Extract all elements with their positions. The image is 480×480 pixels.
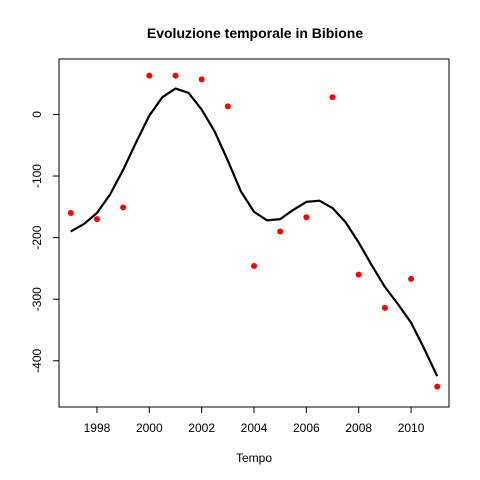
data-point: [277, 228, 284, 235]
data-point: [198, 76, 205, 83]
data-point: [381, 304, 388, 311]
data-point: [93, 216, 100, 223]
data-points: [67, 72, 441, 390]
y-axis: 0 -100 -200 -300 -400: [30, 111, 60, 373]
y-tick-label: -100: [30, 164, 44, 188]
x-tick-label: 2010: [398, 421, 425, 435]
x-tick-label: 2006: [293, 421, 320, 435]
data-point: [172, 72, 179, 79]
smooth-curve: [70, 87, 439, 377]
y-tick-label: -400: [30, 348, 44, 372]
data-point: [120, 204, 127, 211]
data-point: [303, 214, 310, 221]
data-point: [355, 271, 362, 278]
chart-title: Evoluzione temporale in Bibione: [147, 25, 363, 41]
x-tick-label: 2008: [345, 421, 372, 435]
x-axis-label: Tempo: [236, 451, 272, 465]
data-point: [146, 72, 153, 79]
data-point: [251, 262, 257, 269]
data-point: [67, 209, 74, 216]
x-tick-label: 2004: [241, 421, 268, 435]
data-point: [408, 275, 415, 282]
y-tick-label: -200: [30, 225, 44, 249]
x-tick-label: 2002: [188, 421, 215, 435]
data-point: [224, 103, 231, 110]
y-tick-label: -300: [30, 287, 44, 311]
x-tick-label: 1998: [84, 421, 111, 435]
data-point: [434, 383, 441, 390]
data-point: [329, 94, 336, 101]
plot-area: [58, 58, 450, 408]
x-tick-label: 2000: [136, 421, 163, 435]
y-tick-label: 0: [30, 111, 44, 118]
x-axis: 1998 2000 2002 2004 2006 2008 2010: [84, 406, 425, 435]
